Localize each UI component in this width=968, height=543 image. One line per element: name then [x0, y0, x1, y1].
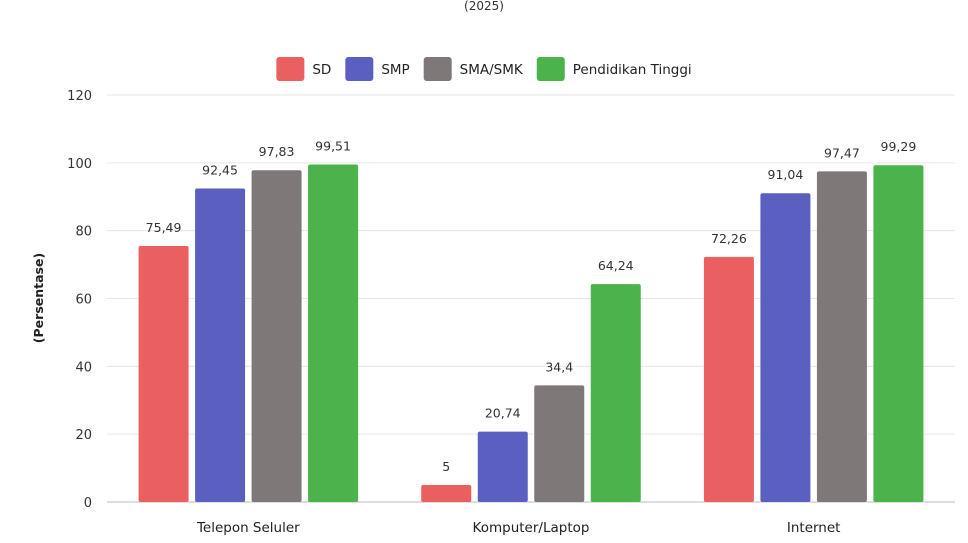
data-label: 92,45 — [202, 162, 238, 177]
bar — [590, 284, 641, 502]
y-tick-label: 120 — [67, 89, 92, 104]
data-label: 99,51 — [315, 138, 351, 153]
legend-label: SMA/SMK — [460, 62, 524, 78]
x-axis: Telepon Seluler Komputer/Laptop Internet — [196, 520, 841, 536]
legend-swatch — [536, 57, 565, 81]
legend-label: SD — [312, 62, 331, 78]
bar — [534, 385, 585, 502]
bars — [138, 164, 924, 503]
data-label: 20,74 — [485, 406, 521, 421]
y-tick-label: 0 — [84, 496, 92, 511]
bar — [251, 170, 302, 503]
y-tick-label: 100 — [67, 157, 92, 172]
bar — [421, 485, 472, 502]
x-tick-label: Internet — [787, 520, 841, 536]
bar — [138, 245, 189, 503]
x-tick-label: Komputer/Laptop — [473, 520, 590, 536]
bar — [477, 431, 528, 502]
legend: SD SMP SMA/SMK Pendidikan Tinggi — [276, 57, 692, 81]
bar — [816, 171, 867, 502]
bar — [873, 165, 924, 503]
data-label: 97,47 — [824, 145, 860, 160]
y-tick-label: 60 — [75, 293, 92, 308]
gridlines — [107, 94, 955, 503]
data-label: 97,83 — [259, 144, 295, 159]
chart-subtitle: (2025) — [464, 0, 504, 13]
data-label: 99,29 — [881, 139, 917, 154]
y-tick-label: 80 — [75, 225, 92, 240]
legend-swatch — [423, 57, 452, 81]
data-labels: 75,49 92,45 97,83 99,51 5 20,74 34,4 64,24 72,26… — [146, 138, 917, 474]
bar — [308, 164, 359, 503]
y-tick-label: 40 — [75, 360, 92, 375]
legend-swatch — [276, 57, 305, 81]
legend-label: Pendidikan Tinggi — [573, 62, 692, 78]
y-axis: 0 20 40 60 80 100 120 — [67, 89, 92, 511]
data-label: 64,24 — [598, 258, 634, 273]
data-label: 91,04 — [768, 167, 804, 182]
bar — [760, 193, 811, 503]
data-label: 5 — [442, 459, 450, 474]
y-tick-label: 20 — [75, 428, 92, 443]
data-label: 34,4 — [545, 359, 573, 374]
y-axis-label: (Persentase) — [31, 253, 46, 343]
legend-label: SMP — [381, 62, 409, 78]
legend-swatch — [345, 57, 374, 81]
bar — [195, 188, 246, 502]
bar — [703, 256, 754, 502]
data-label: 75,49 — [146, 220, 182, 235]
x-tick-label: Telepon Seluler — [196, 520, 300, 536]
data-label: 72,26 — [711, 231, 747, 246]
